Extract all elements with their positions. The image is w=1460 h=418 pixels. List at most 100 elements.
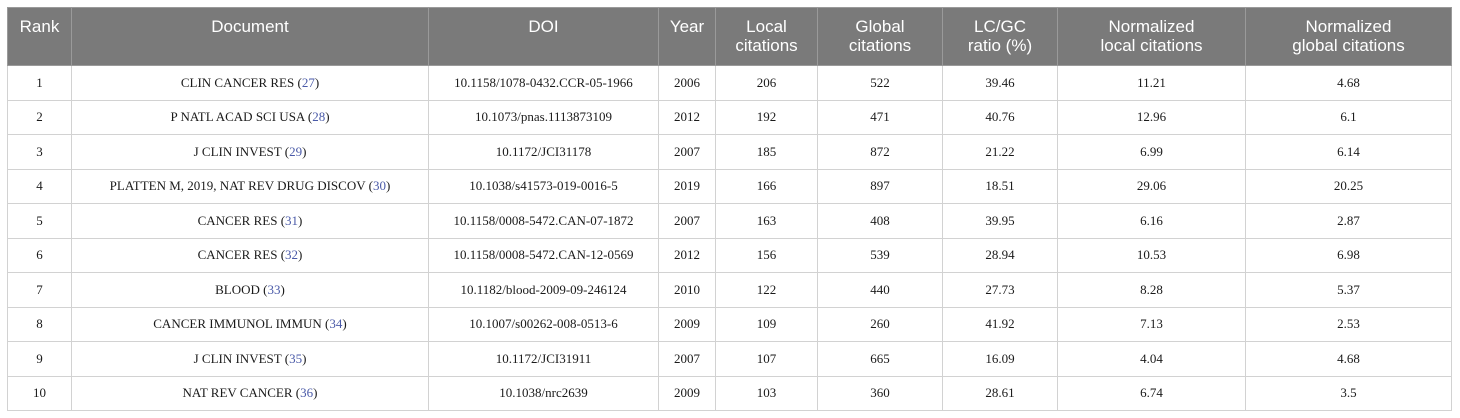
document-name: CANCER IMMUNOL IMMUN	[153, 316, 322, 332]
table-row: 10 NAT REV CANCER (36) 10.1038/nrc2639 2009…	[7, 375, 1452, 411]
cell-document: BLOOD (33)	[71, 272, 429, 308]
reference-link[interactable]: 34	[329, 316, 343, 332]
cell-year: 2012	[658, 237, 716, 273]
cell-document: PLATTEN M, 2019, NAT REV DRUG DISCOV (30…	[71, 168, 429, 204]
document-name: CANCER RES	[197, 212, 278, 228]
header-line: Local	[746, 17, 787, 36]
cell-rank: 10	[7, 375, 72, 411]
header-year: Year	[658, 7, 716, 66]
cell-local: 163	[715, 203, 818, 239]
cell-norm-global: 2.87	[1245, 203, 1452, 239]
header-line: citations	[735, 36, 798, 55]
document-name: J CLIN INVEST	[193, 350, 282, 366]
header-document: Document	[71, 7, 429, 66]
cell-rank: 7	[7, 272, 72, 308]
cell-norm-local: 10.53	[1057, 237, 1246, 273]
reference-link[interactable]: 32	[285, 247, 299, 263]
cell-year: 2007	[658, 134, 716, 170]
cell-doi: 10.1073/pnas.1113873109	[428, 99, 659, 135]
reference-link[interactable]: 29	[289, 143, 303, 159]
document-name: CLIN CANCER RES	[180, 74, 295, 90]
cell-ratio: 41.92	[942, 306, 1058, 342]
cell-year: 2007	[658, 203, 716, 239]
cell-local: 109	[715, 306, 818, 342]
cell-ratio: 39.95	[942, 203, 1058, 239]
cell-rank: 6	[7, 237, 72, 273]
cell-doi: 10.1182/blood-2009-09-246124	[428, 272, 659, 308]
cell-document: CLIN CANCER RES (27)	[71, 65, 429, 101]
cell-norm-global: 6.1	[1245, 99, 1452, 135]
cell-local: 156	[715, 237, 818, 273]
reference-link[interactable]: 36	[300, 385, 314, 401]
cell-norm-local: 29.06	[1057, 168, 1246, 204]
reference-link[interactable]: 30	[372, 178, 386, 194]
cell-norm-global: 20.25	[1245, 168, 1452, 204]
header-line: Normalized	[1108, 17, 1195, 36]
cell-rank: 9	[7, 341, 72, 377]
reference-link[interactable]: 27	[301, 74, 315, 90]
document-name: BLOOD	[215, 281, 260, 297]
cell-year: 2006	[658, 65, 716, 101]
cell-ratio: 27.73	[942, 272, 1058, 308]
cell-norm-global: 4.68	[1245, 341, 1452, 377]
cell-global: 522	[817, 65, 943, 101]
cell-local: 206	[715, 65, 818, 101]
cell-rank: 3	[7, 134, 72, 170]
cell-norm-global: 6.14	[1245, 134, 1452, 170]
reference-link[interactable]: 33	[267, 281, 281, 297]
reference-link[interactable]: 35	[289, 350, 303, 366]
citations-table: Rank Document DOI Year Local citations Global c…	[7, 7, 1452, 411]
cell-local: 192	[715, 99, 818, 135]
cell-doi: 10.1038/s41573-019-0016-5	[428, 168, 659, 204]
cell-global: 408	[817, 203, 943, 239]
table-row: 4 PLATTEN M, 2019, NAT REV DRUG DISCOV (3…	[7, 168, 1452, 204]
cell-rank: 4	[7, 168, 72, 204]
cell-document: NAT REV CANCER (36)	[71, 375, 429, 411]
cell-norm-global: 5.37	[1245, 272, 1452, 308]
header-line: Year	[669, 17, 705, 36]
cell-doi: 10.1172/JCI31911	[428, 341, 659, 377]
cell-norm-global: 2.53	[1245, 306, 1452, 342]
table-body: 1 CLIN CANCER RES (27) 10.1158/1078-0432.C…	[7, 65, 1452, 411]
reference-link[interactable]: 28	[312, 109, 326, 125]
cell-norm-local: 7.13	[1057, 306, 1246, 342]
reference-link[interactable]: 31	[285, 212, 299, 228]
cell-ratio: 40.76	[942, 99, 1058, 135]
document-name: P NATL ACAD SCI USA	[170, 109, 305, 125]
cell-year: 2009	[658, 306, 716, 342]
header-lc-gc-ratio: LC/GC ratio (%)	[942, 7, 1058, 66]
cell-norm-global: 6.98	[1245, 237, 1452, 273]
header-line: ratio (%)	[967, 36, 1033, 55]
cell-global: 897	[817, 168, 943, 204]
cell-doi: 10.1172/JCI31178	[428, 134, 659, 170]
header-row: Rank Document DOI Year Local citations Global c…	[7, 7, 1452, 66]
table-row: 6 CANCER RES (32) 10.1158/0008-5472.CAN-12…	[7, 237, 1452, 273]
cell-norm-local: 6.99	[1057, 134, 1246, 170]
header-normalized-local-citations: Normalized local citations	[1057, 7, 1246, 66]
cell-document: P NATL ACAD SCI USA (28)	[71, 99, 429, 135]
header-line: Rank	[19, 17, 60, 36]
cell-ratio: 28.94	[942, 237, 1058, 273]
cell-rank: 8	[7, 306, 72, 342]
cell-norm-local: 4.04	[1057, 341, 1246, 377]
cell-rank: 5	[7, 203, 72, 239]
cell-global: 665	[817, 341, 943, 377]
cell-local: 122	[715, 272, 818, 308]
header-rank: Rank	[7, 7, 72, 66]
cell-doi: 10.1007/s00262-008-0513-6	[428, 306, 659, 342]
cell-norm-local: 11.21	[1057, 65, 1246, 101]
header-line: DOI	[528, 17, 559, 36]
document-name: NAT REV CANCER	[182, 385, 293, 401]
header-local-citations: Local citations	[715, 7, 818, 66]
cell-year: 2007	[658, 341, 716, 377]
cell-ratio: 39.46	[942, 65, 1058, 101]
cell-year: 2009	[658, 375, 716, 411]
cell-global: 471	[817, 99, 943, 135]
header-normalized-global-citations: Normalized global citations	[1245, 7, 1452, 66]
cell-doi: 10.1158/0008-5472.CAN-12-0569	[428, 237, 659, 273]
cell-local: 107	[715, 341, 818, 377]
cell-rank: 1	[7, 65, 72, 101]
